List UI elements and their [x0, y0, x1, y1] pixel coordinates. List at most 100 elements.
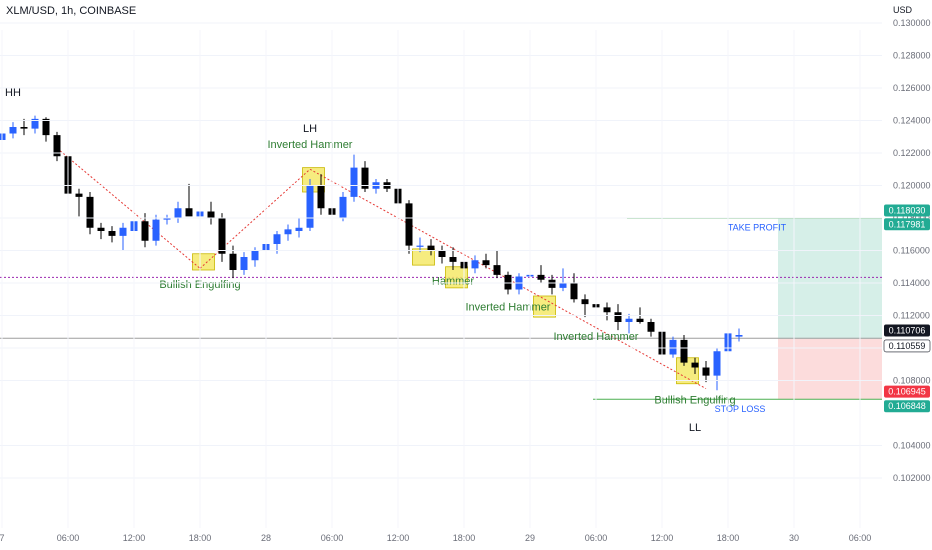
currency-label: USD: [893, 5, 913, 15]
candle: [273, 231, 281, 254]
candle: [625, 313, 633, 334]
candle-body: [9, 127, 17, 134]
candle-body: [548, 279, 556, 288]
candle-body: [581, 299, 589, 305]
time-tick-label: 18:00: [453, 533, 476, 543]
time-tick-label: 28: [261, 533, 271, 543]
price-tick-label: 0.130000: [893, 18, 931, 28]
candle-body: [735, 335, 743, 337]
candle: [119, 222, 127, 251]
price-tick-label: 0.120000: [893, 181, 931, 191]
candle-body: [427, 245, 435, 251]
candles: [0, 115, 743, 391]
candle-body: [108, 231, 116, 236]
candle-body: [405, 203, 413, 246]
candle: [31, 115, 39, 134]
candle-body: [185, 208, 193, 217]
price-tick-label: 0.104000: [893, 441, 931, 451]
candle: [284, 224, 292, 241]
candle: [372, 179, 380, 194]
time-tick-label: 29: [525, 533, 535, 543]
candle-body: [97, 227, 105, 231]
candle: [735, 328, 743, 342]
candle-body: [141, 221, 149, 241]
swing-label: HH: [5, 87, 21, 99]
candle: [515, 273, 523, 295]
pattern-annotation-label: Bullish Engulfing: [654, 394, 735, 406]
candle-body: [625, 318, 633, 322]
price-axis[interactable]: 0.130000 0.128000 0.126000 0.124000 0.122000…: [0, 18, 931, 483]
candle: [438, 245, 446, 264]
candle: [614, 304, 622, 331]
time-tick-label: 30: [789, 533, 799, 543]
candle-body: [449, 257, 457, 262]
candle-body: [152, 219, 160, 241]
candle-body: [163, 218, 171, 220]
candle: [339, 192, 347, 222]
candle: [603, 302, 611, 321]
candle: [449, 247, 457, 270]
price-badge-text: 0.110706: [889, 326, 926, 336]
time-tick-label: 06:00: [849, 533, 872, 543]
candle: [295, 218, 303, 238]
candle-body: [691, 362, 699, 368]
pattern-box: [192, 253, 215, 271]
price-tick-label: 0.124000: [893, 116, 931, 126]
candle: [570, 273, 578, 303]
candle-body: [680, 339, 688, 363]
candle: [174, 201, 182, 223]
pattern-box: [533, 295, 556, 318]
candle: [680, 335, 688, 366]
time-tick-label: 12:00: [387, 533, 410, 543]
candle: [482, 253, 490, 269]
candle: [427, 239, 435, 256]
candle-body: [306, 185, 314, 228]
candle: [581, 294, 589, 318]
price-badge: [884, 204, 930, 217]
candle-body: [471, 260, 479, 269]
candle: [185, 183, 193, 217]
candle-body: [504, 274, 512, 290]
candle: [493, 250, 501, 279]
price-badge: [884, 400, 930, 413]
time-axis[interactable]: 7 06:00 12:00 18:00 28 06:00 12:00 18:00 29 06:00…: [0, 30, 871, 543]
price-tick-label: 0.114000: [893, 278, 930, 288]
price-badge-text: 0.118030: [889, 206, 926, 216]
candle: [691, 357, 699, 374]
candle-body: [20, 127, 28, 129]
candle-body: [669, 339, 677, 355]
time-tick-label: 12:00: [123, 533, 146, 543]
candle: [416, 237, 424, 253]
price-tick-label: 0.126000: [893, 83, 931, 93]
price-badge: [884, 324, 930, 337]
candle: [306, 179, 314, 231]
price-badge: [884, 218, 930, 231]
price-badge-text: 0.106848: [888, 401, 926, 411]
price-tick-label: 0.116000: [893, 246, 930, 256]
candle: [86, 192, 94, 235]
price-tick-label: 0.102000: [893, 473, 931, 483]
trend-line: [309, 168, 707, 390]
take-profit-label: TAKE PROFIT: [728, 222, 787, 232]
swing-label: LL: [689, 422, 701, 434]
price-tick-label: 0.122000: [893, 148, 931, 158]
candle-body: [350, 167, 358, 197]
candle-body: [559, 283, 567, 288]
candle-body: [713, 351, 721, 376]
candle: [713, 348, 721, 391]
price-tick-label: 0.108000: [893, 376, 931, 386]
candle-body: [537, 274, 545, 280]
symbol-title[interactable]: XLM/USD, 1h, COINBASE: [6, 5, 137, 17]
candle: [647, 318, 655, 337]
candle: [108, 226, 116, 243]
candle-body: [482, 260, 490, 266]
pattern-annotation-label: Inverted Hammer: [466, 302, 551, 314]
candle: [207, 201, 215, 225]
candle: [702, 361, 710, 383]
candle: [75, 188, 83, 217]
candle: [548, 274, 556, 295]
trade-zones: TAKE PROFIT STOP LOSS: [593, 217, 882, 414]
candle-body: [0, 133, 6, 140]
